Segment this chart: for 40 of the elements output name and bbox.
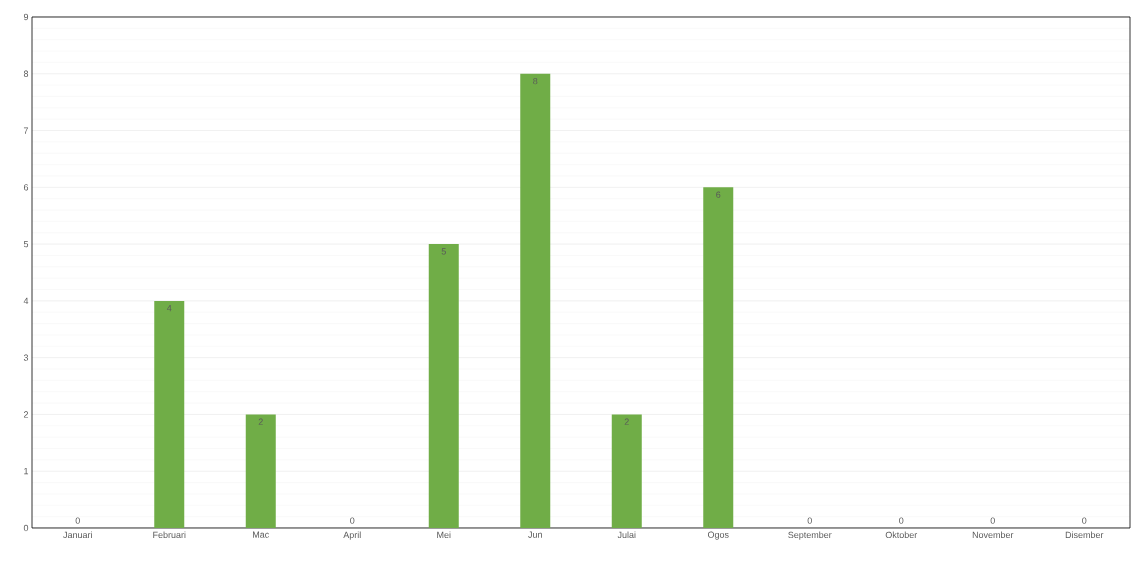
bar [611,414,642,528]
data-label: 6 [716,191,721,198]
y-tick-label: 4 [23,297,29,304]
y-tick-label: 3 [23,354,29,361]
data-label: 4 [166,305,172,312]
data-label: 8 [533,77,538,85]
x-tick-label: Januari [63,531,92,539]
x-tick-label: Jun [528,531,542,538]
bar [520,73,551,528]
x-tick-label: Oktober [885,531,918,539]
x-tick-label: Mei [437,531,451,539]
x-tick-label: Disember [1065,531,1104,539]
y-tick-label: 1 [24,468,29,475]
x-tick-label: Ogos [707,531,729,540]
data-label: 0 [1082,517,1087,524]
x-tick-label: Februari [153,531,186,539]
y-tick-label: 8 [23,70,29,77]
y-tick-label: 9 [23,13,29,21]
data-label: 0 [990,517,995,524]
bar [154,300,185,528]
bar [703,187,734,528]
x-tick-label: November [972,531,1014,539]
y-tick-label: 5 [23,240,29,248]
y-tick-label: 6 [23,184,29,191]
bar [245,414,276,528]
bar [428,244,459,528]
x-tick-label: September [788,531,832,540]
data-label: 0 [899,517,904,524]
x-tick-label: Mac [253,531,269,538]
x-tick-label: April [343,531,361,540]
data-label: 0 [75,517,80,524]
y-tick-label: 2 [23,411,29,418]
data-label: 0 [807,517,812,524]
y-tick-label: 7 [23,127,29,134]
data-label: 0 [350,517,355,524]
y-tick-label: 0 [23,524,29,532]
data-label: 2 [624,418,629,425]
x-tick-label: Julai [617,531,636,539]
data-label: 5 [441,248,446,255]
data-label: 2 [258,418,263,425]
